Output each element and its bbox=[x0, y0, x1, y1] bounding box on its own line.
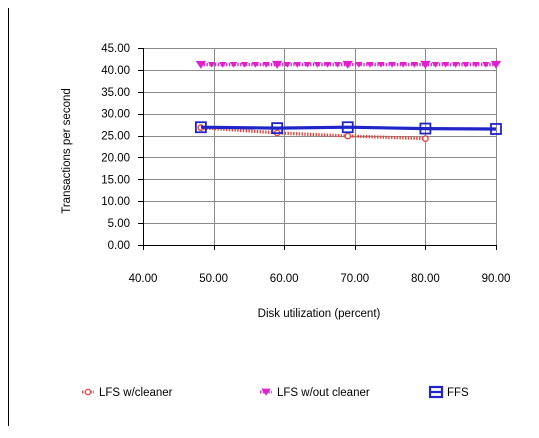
series-lfs-w-out-cleaner bbox=[195, 60, 502, 69]
series-line bbox=[200, 126, 426, 141]
plot-area bbox=[143, 48, 496, 245]
legend-point bbox=[261, 388, 271, 396]
series-fill-point bbox=[240, 61, 249, 68]
series-fill-point bbox=[472, 61, 480, 68]
series-fill-point bbox=[451, 61, 460, 68]
series-fill-point bbox=[313, 61, 322, 68]
y-tick-label: 45.00 bbox=[101, 43, 130, 55]
series-point bbox=[195, 60, 207, 69]
series-point bbox=[490, 60, 502, 69]
x-tick-label: 90.00 bbox=[482, 273, 511, 285]
y-tick-label: 40.00 bbox=[101, 65, 130, 77]
series-point bbox=[344, 132, 352, 140]
series-point bbox=[271, 122, 284, 135]
series-fill-point bbox=[377, 61, 385, 68]
series-fill-point bbox=[399, 61, 407, 68]
series-fill-point bbox=[441, 61, 450, 68]
x-tick-label: 40.00 bbox=[129, 273, 158, 285]
x-tick-label: 70.00 bbox=[340, 273, 369, 285]
legend-item: LFS w/cleaner bbox=[82, 387, 173, 399]
series-fill-point bbox=[431, 61, 440, 68]
series-point bbox=[421, 135, 429, 143]
series-point bbox=[342, 60, 353, 69]
y-tick-label: 20.00 bbox=[101, 152, 130, 164]
legend-label: LFS w/cleaner bbox=[99, 387, 173, 399]
data-series bbox=[194, 60, 502, 143]
series-fill-point bbox=[355, 61, 363, 68]
axes bbox=[138, 48, 497, 250]
y-tick-label: 30.00 bbox=[101, 109, 130, 121]
y-tick-label: 10.00 bbox=[101, 196, 130, 208]
series-fill-point bbox=[482, 61, 490, 68]
series-point bbox=[490, 123, 502, 135]
series-fill-point bbox=[366, 61, 374, 68]
series-point bbox=[341, 121, 354, 134]
y-tick-label: 0.00 bbox=[108, 240, 130, 252]
series-fill-point bbox=[410, 61, 419, 68]
series-fill-point bbox=[461, 61, 470, 68]
series-ffs bbox=[194, 121, 502, 135]
series-fill-point bbox=[262, 61, 270, 68]
x-tick-label: 50.00 bbox=[199, 273, 228, 285]
legend-swatch bbox=[84, 388, 92, 396]
series-point bbox=[419, 122, 432, 135]
legend-item: LFS w/out cleaner bbox=[260, 387, 370, 399]
series-fill-point bbox=[388, 61, 396, 68]
legend: LFS w/cleaner LFS w/out cleaner FFS bbox=[82, 385, 469, 399]
legend-label: LFS w/out cleaner bbox=[277, 387, 370, 399]
y-tick-label: 25.00 bbox=[101, 131, 130, 143]
y-tick-label: 5.00 bbox=[108, 218, 130, 230]
series-point bbox=[271, 60, 283, 69]
series-fill-point bbox=[251, 61, 260, 68]
x-tick-label: 60.00 bbox=[270, 273, 299, 285]
series-fill-point bbox=[303, 61, 312, 68]
grid bbox=[143, 48, 497, 246]
legend-label: FFS bbox=[447, 387, 469, 399]
x-tick-label: 80.00 bbox=[411, 273, 440, 285]
y-tick-label: 15.00 bbox=[101, 174, 130, 186]
series-line bbox=[200, 125, 497, 131]
series-fill-point bbox=[229, 61, 238, 68]
series-fill-point bbox=[283, 61, 291, 68]
y-axis-label: Transactions per second bbox=[61, 88, 73, 214]
series-fill-point bbox=[208, 61, 216, 68]
series-lfs-w-cleaner bbox=[197, 124, 429, 143]
tick-labels: 0.00 5.00 10.00 15.00 20.00 25.00 30.00 35.00 40… bbox=[101, 43, 510, 285]
series-fill-point bbox=[333, 61, 342, 68]
series-fill-point bbox=[293, 61, 302, 68]
series-point bbox=[420, 60, 431, 69]
series-point bbox=[194, 121, 207, 134]
x-axis-label: Disk utilization (percent) bbox=[258, 308, 381, 320]
series-fill-point bbox=[323, 61, 332, 68]
legend-item: FFS bbox=[428, 385, 469, 399]
series-fill-point bbox=[218, 61, 227, 68]
y-tick-label: 35.00 bbox=[101, 87, 130, 99]
